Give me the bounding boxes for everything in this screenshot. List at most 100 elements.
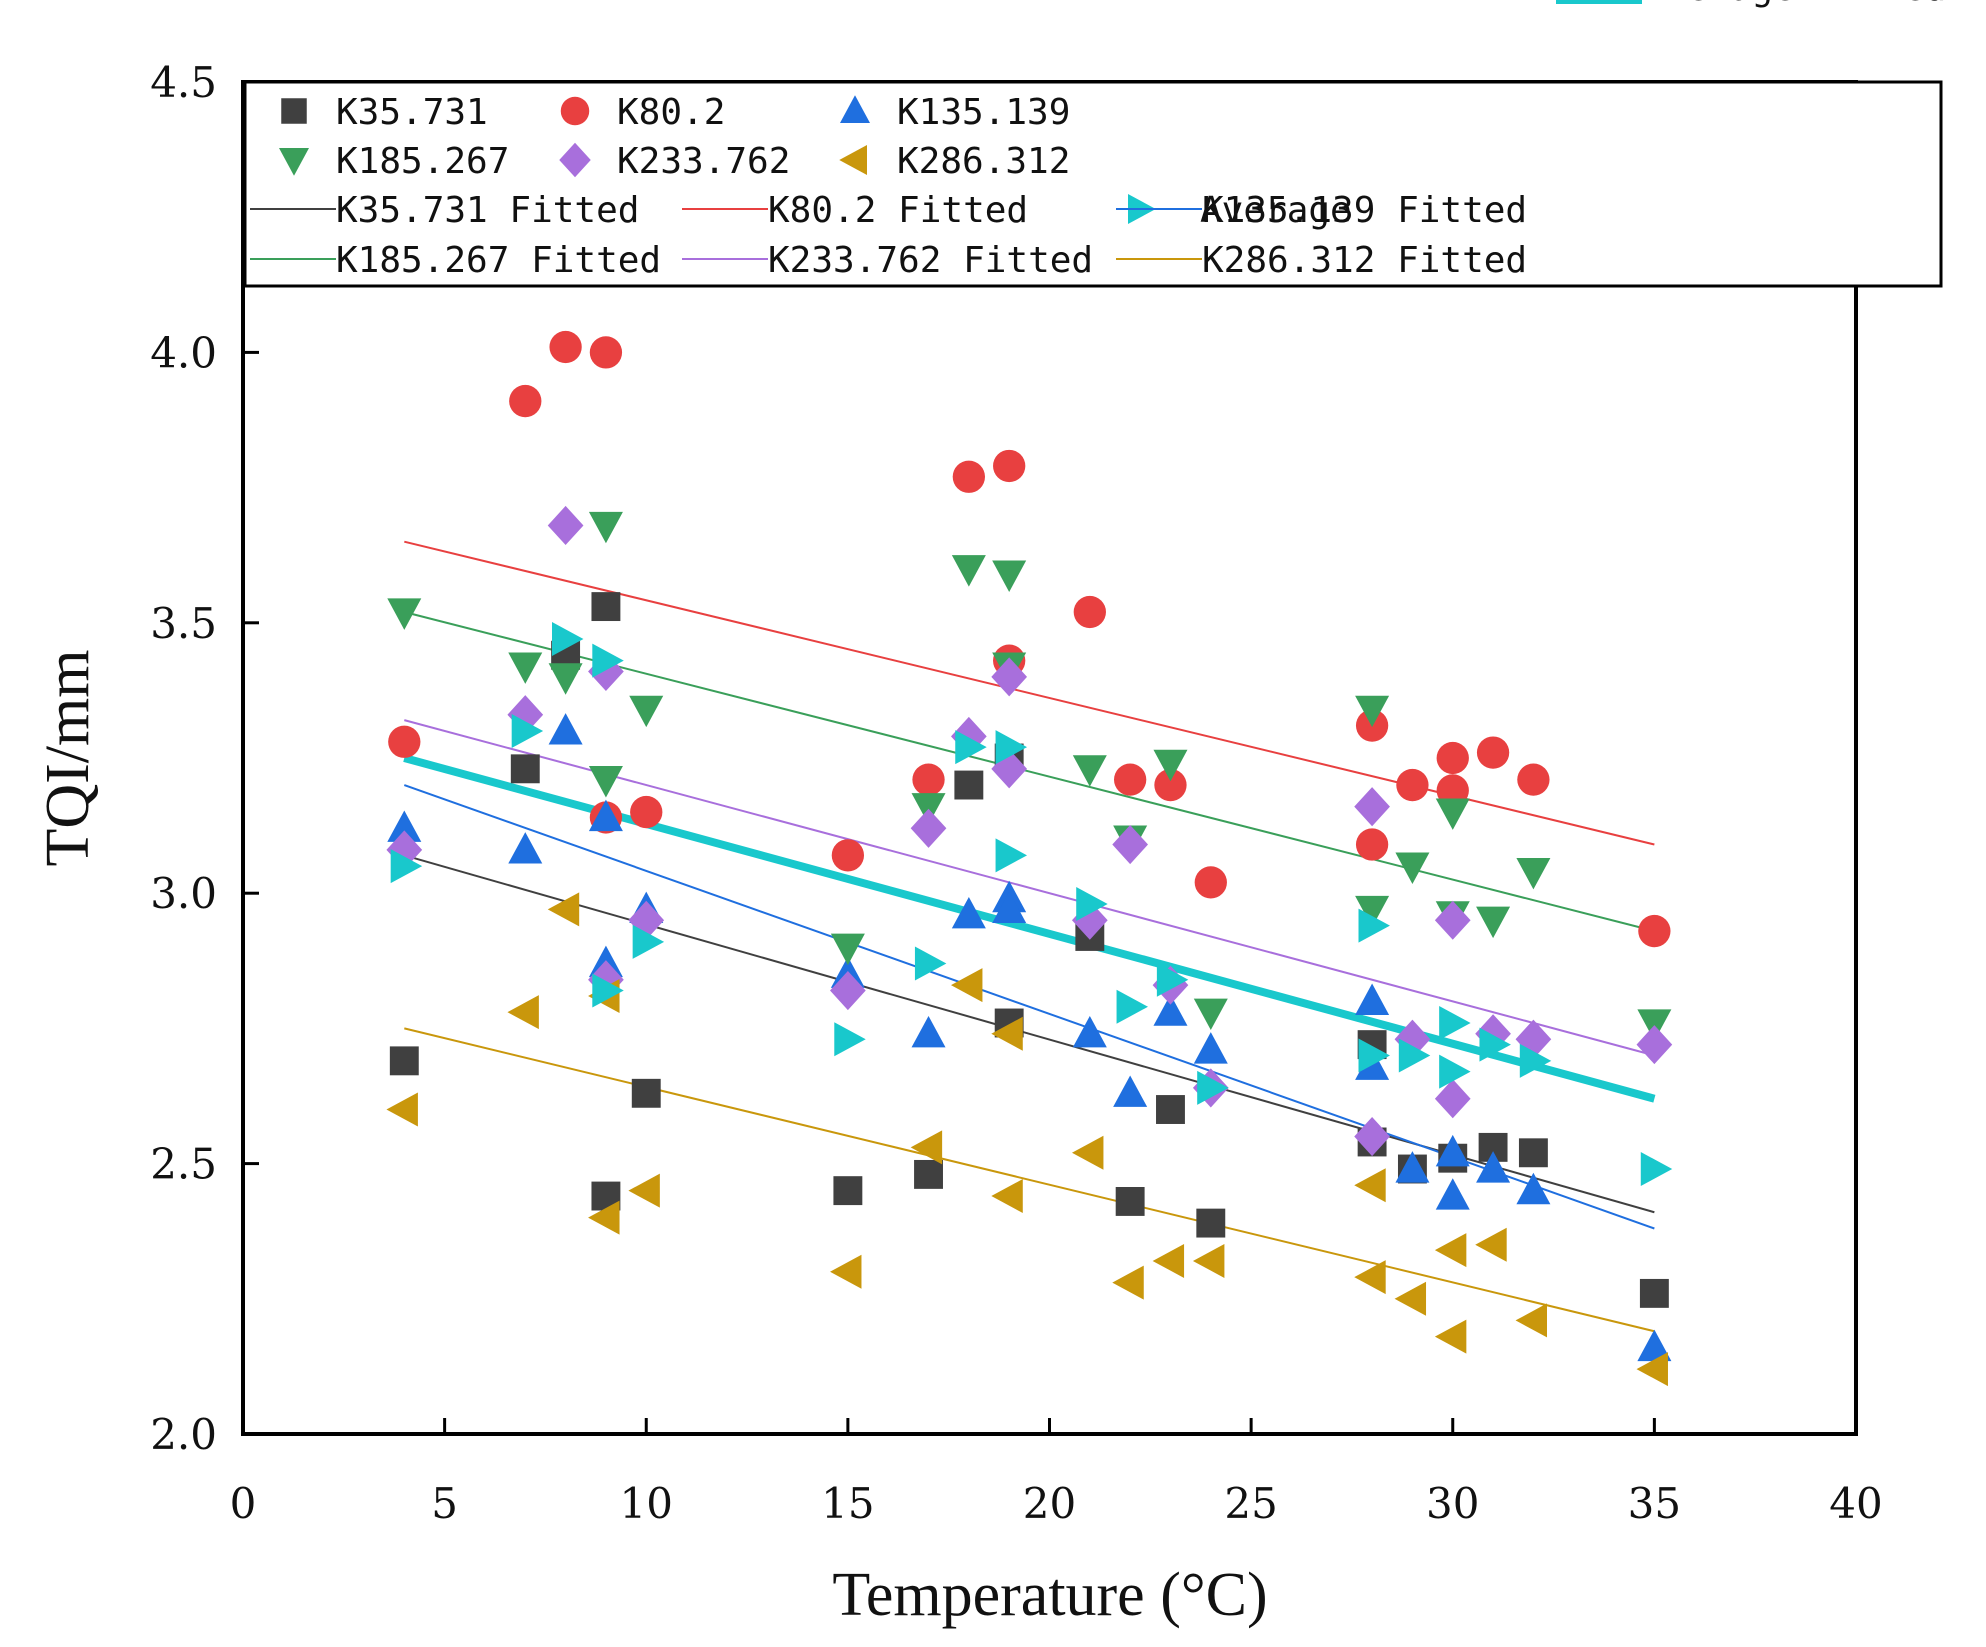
legend: K35.731 K80.2 K135.139 K185.267 K233.762 K286… <box>250 0 1946 281</box>
data-point-k233.762 <box>1636 1025 1673 1065</box>
data-point-k135.139 <box>548 713 583 745</box>
data-point-k233.762 <box>991 657 1028 697</box>
legend-label: K233.762 Fitted <box>768 240 1093 281</box>
data-point-k185.267 <box>588 511 623 544</box>
data-point-k35.731 <box>1518 1138 1548 1168</box>
data-point-k135.139 <box>508 832 543 864</box>
data-point-k286.312 <box>1394 1281 1427 1316</box>
data-point-k135.139 <box>387 810 422 842</box>
legend-label: K80.2 Fitted <box>768 190 1028 231</box>
legend-marker-k135.139 <box>840 95 870 123</box>
data-point-average <box>1640 1152 1673 1187</box>
data-point-k286.312 <box>1434 1319 1467 1354</box>
data-point-average <box>995 730 1028 765</box>
fitted-line-k286.312 <box>404 1027 1655 1333</box>
data-point-k233.762 <box>507 695 544 735</box>
data-point-k286.312 <box>910 1130 943 1165</box>
data-point-k233.762 <box>1112 824 1148 865</box>
data-point-k233.762 <box>910 808 947 848</box>
data-point-k286.312 <box>1636 1352 1668 1387</box>
legend-label: K135.139 Fitted <box>1202 190 1527 231</box>
data-point-average <box>511 713 544 748</box>
data-point-k185.267 <box>1193 998 1228 1031</box>
data-point-k233.762 <box>1354 787 1390 827</box>
data-point-k135.139 <box>951 896 986 929</box>
data-point-average <box>552 622 584 657</box>
x-tick-label: 40 <box>1829 1479 1882 1528</box>
data-point-average <box>592 643 624 678</box>
data-point-k286.312 <box>1192 1243 1225 1278</box>
fitted-lines <box>403 540 1656 1333</box>
data-point-average <box>1358 908 1390 943</box>
data-point-k80.2 <box>630 795 663 829</box>
y-tick-label: 3.5 <box>150 599 217 648</box>
data-point-k185.267 <box>992 560 1027 592</box>
x-tick-label: 10 <box>620 1479 673 1528</box>
x-tick-label: 15 <box>821 1479 874 1528</box>
data-point-k80.2 <box>912 763 945 796</box>
legend-box <box>243 80 1943 288</box>
data-point-k185.267 <box>1072 755 1107 787</box>
data-point-k35.731 <box>591 592 621 622</box>
data-point-average <box>1519 1043 1552 1078</box>
data-point-k135.139 <box>1637 1329 1672 1362</box>
data-point-average <box>592 973 624 1008</box>
data-point-k286.312 <box>1354 1168 1386 1203</box>
data-point-average <box>1197 1070 1229 1105</box>
y-tick-label: 2.0 <box>150 1410 217 1459</box>
legend-label: K233.762 <box>617 141 790 182</box>
data-point-k185.267 <box>508 652 543 684</box>
data-point-k286.312 <box>507 995 539 1030</box>
data-point-k80.2 <box>831 839 865 872</box>
data-point-average <box>1398 1038 1431 1073</box>
data-point-k233.762 <box>1354 1117 1390 1157</box>
data-point-k35.731 <box>1639 1278 1669 1308</box>
data-point-k286.312 <box>830 1254 862 1289</box>
data-point-k233.762 <box>628 900 665 940</box>
data-point-k80.2 <box>1436 741 1469 775</box>
data-point-k185.267 <box>387 598 422 630</box>
data-point-k286.312 <box>386 1092 418 1127</box>
data-point-k185.267 <box>1355 895 1390 928</box>
y-tick-label: 3.0 <box>150 869 217 918</box>
data-point-k185.267 <box>1395 852 1430 885</box>
x-tick-label: 25 <box>1224 1479 1277 1528</box>
data-point-k135.139 <box>588 799 623 832</box>
data-point-k185.267 <box>951 555 986 587</box>
x-tick-label: 5 <box>431 1479 458 1528</box>
data-point-k286.312 <box>1434 1233 1467 1268</box>
data-point-average <box>1439 1005 1471 1040</box>
data-point-k135.139 <box>1516 1172 1551 1205</box>
data-point-k80.2 <box>388 725 421 758</box>
data-point-k286.312 <box>991 1016 1023 1051</box>
data-point-k233.762 <box>1434 900 1471 940</box>
fitted-line-average <box>403 754 1656 1103</box>
data-point-k80.2 <box>1396 768 1429 802</box>
data-point-average <box>834 1022 866 1057</box>
legend-label: Average <box>1200 190 1352 231</box>
data-point-k135.139 <box>1113 1075 1148 1107</box>
data-point-k135.139 <box>1395 1151 1430 1183</box>
data-point-average <box>914 946 947 981</box>
y-tick-label: 2.5 <box>150 1140 217 1189</box>
legend-marker-k35.731 <box>281 98 307 124</box>
data-point-k35.731 <box>914 1159 943 1189</box>
fitted-line-k185.267 <box>404 611 1655 933</box>
data-point-k135.139 <box>911 1015 946 1048</box>
data-point-k80.2 <box>1073 595 1106 629</box>
data-point-k80.2 <box>1638 914 1671 948</box>
data-point-k286.312 <box>951 968 983 1003</box>
data-point-k80.2 <box>1194 866 1227 899</box>
data-point-k80.2 <box>952 460 985 493</box>
data-point-average <box>1439 1054 1471 1089</box>
data-point-k135.139 <box>1476 1151 1511 1183</box>
data-point-k286.312 <box>547 892 580 927</box>
data-point-k35.731 <box>389 1046 419 1076</box>
data-point-k286.312 <box>588 1200 620 1235</box>
legend-label: K286.312 <box>897 141 1070 182</box>
legend-marker-k233.762 <box>559 142 591 178</box>
data-point-k185.267 <box>1516 857 1551 890</box>
legend-label: K185.267 <box>336 141 509 182</box>
x-tick-label: 35 <box>1628 1479 1681 1528</box>
